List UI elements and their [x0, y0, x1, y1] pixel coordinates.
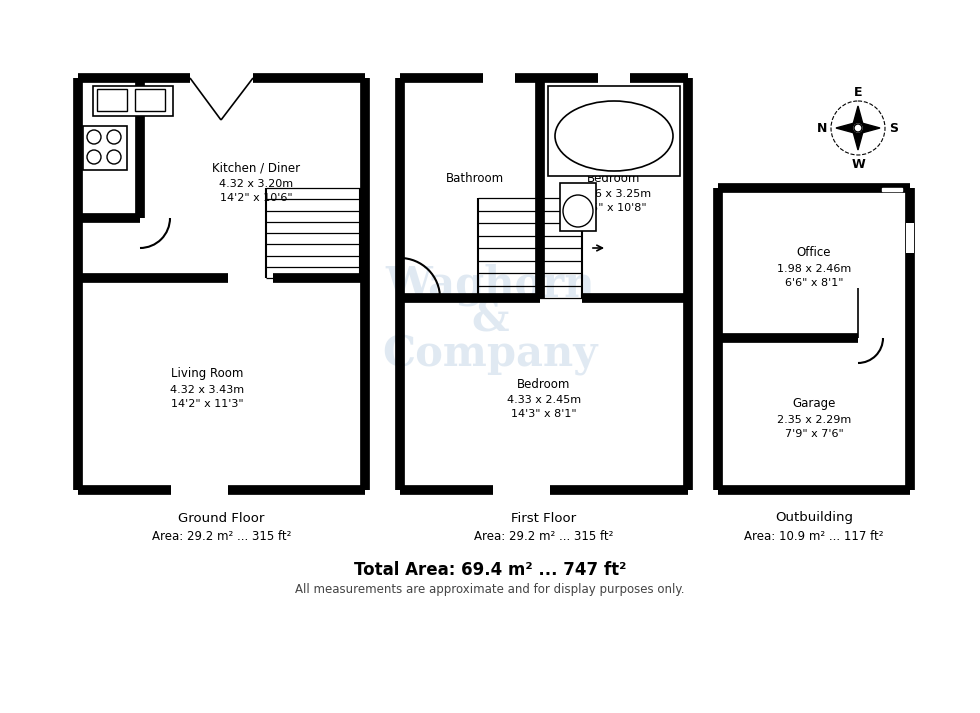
- Ellipse shape: [563, 195, 593, 227]
- Text: E: E: [854, 86, 862, 98]
- Bar: [548, 86, 680, 176]
- Text: 2.35 x 2.29m: 2.35 x 2.29m: [777, 415, 851, 425]
- Text: 14'3" x 8'1": 14'3" x 8'1": [512, 409, 577, 419]
- Text: 2.86 x 3.25m: 2.86 x 3.25m: [577, 189, 651, 199]
- Text: Area: 29.2 m² ... 315 ft²: Area: 29.2 m² ... 315 ft²: [152, 530, 291, 543]
- Text: First Floor: First Floor: [512, 511, 576, 525]
- Bar: [93, 86, 173, 116]
- Bar: [97, 89, 127, 111]
- Text: Total Area: 69.4 m² ... 747 ft²: Total Area: 69.4 m² ... 747 ft²: [354, 561, 626, 579]
- Bar: [906, 223, 914, 253]
- Text: Office: Office: [797, 247, 831, 260]
- Text: Waghorn: Waghorn: [385, 264, 595, 307]
- Bar: [560, 183, 596, 231]
- Text: W: W: [851, 158, 865, 170]
- Polygon shape: [852, 128, 864, 150]
- Polygon shape: [882, 188, 902, 191]
- Text: 4.33 x 2.45m: 4.33 x 2.45m: [507, 395, 581, 405]
- Text: Kitchen / Diner: Kitchen / Diner: [212, 162, 300, 175]
- Polygon shape: [852, 106, 864, 128]
- Text: Living Room: Living Room: [171, 367, 243, 381]
- Text: 6'6" x 8'1": 6'6" x 8'1": [785, 278, 843, 288]
- Text: Bedroom: Bedroom: [587, 172, 641, 185]
- Text: Ground Floor: Ground Floor: [178, 511, 265, 525]
- Text: 9'5" x 10'8": 9'5" x 10'8": [581, 203, 647, 213]
- Bar: [83, 126, 127, 170]
- Polygon shape: [836, 122, 858, 134]
- Circle shape: [854, 124, 862, 132]
- Text: &: &: [471, 299, 509, 341]
- Text: Bathroom: Bathroom: [446, 172, 504, 185]
- Text: 14'2" x 11'3": 14'2" x 11'3": [171, 399, 243, 409]
- Text: N: N: [816, 121, 827, 135]
- Text: Outbuilding: Outbuilding: [775, 511, 853, 525]
- Text: 7'9" x 7'6": 7'9" x 7'6": [785, 429, 844, 439]
- Ellipse shape: [555, 101, 673, 171]
- Text: S: S: [890, 121, 899, 135]
- Text: Garage: Garage: [792, 398, 836, 411]
- Text: 4.32 x 3.20m: 4.32 x 3.20m: [219, 179, 293, 189]
- Text: Bedroom: Bedroom: [517, 377, 570, 391]
- Text: Company: Company: [382, 334, 598, 376]
- Text: Area: 29.2 m² ... 315 ft²: Area: 29.2 m² ... 315 ft²: [474, 530, 613, 543]
- Text: All measurements are approximate and for display purposes only.: All measurements are approximate and for…: [295, 583, 685, 597]
- Text: 1.98 x 2.46m: 1.98 x 2.46m: [777, 264, 851, 274]
- Text: 14'2" x 10'6": 14'2" x 10'6": [220, 193, 292, 203]
- Bar: [135, 89, 165, 111]
- Text: 4.32 x 3.43m: 4.32 x 3.43m: [171, 385, 244, 395]
- Text: Area: 10.9 m² ... 117 ft²: Area: 10.9 m² ... 117 ft²: [744, 530, 884, 543]
- Polygon shape: [858, 122, 880, 134]
